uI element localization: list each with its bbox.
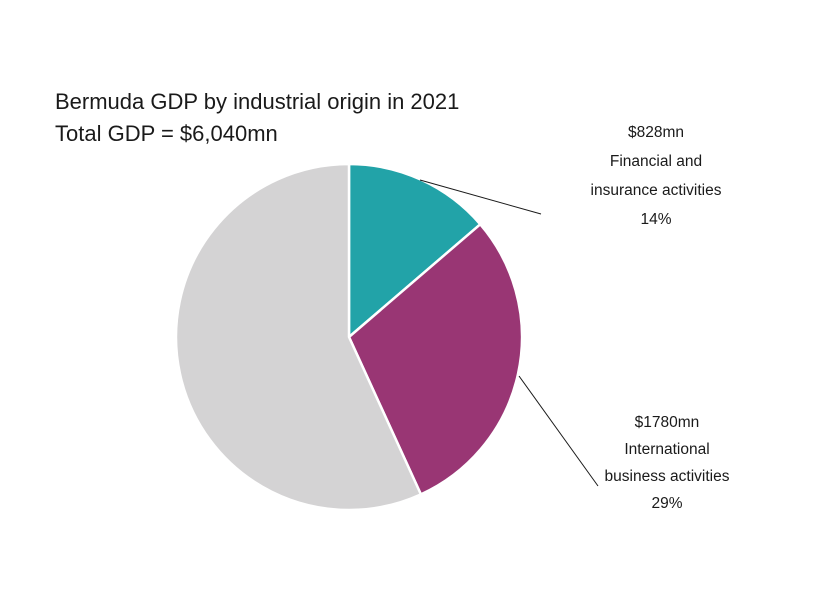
slice-data-label: 29%	[651, 495, 682, 512]
slice-data-label: 14%	[640, 211, 671, 228]
pie-slices	[174, 162, 524, 512]
chart-subtitle-text: Total GDP = $6,040mn	[55, 121, 278, 146]
pie-slice-other	[174, 162, 423, 512]
chart-title: Bermuda GDP by industrial origin in 2021…	[55, 89, 459, 146]
pie-slice-international-business-activities	[347, 223, 524, 496]
pie-slice-financial-and-insurance-activities	[347, 162, 482, 339]
slice-data-label: International	[624, 441, 709, 458]
chart-title-text: Bermuda GDP by industrial origin in 2021	[55, 89, 459, 114]
slice-data-label: $828mn	[628, 124, 684, 141]
slice-data-label: insurance activities	[591, 182, 722, 199]
leader-line	[518, 375, 599, 487]
leader-line	[419, 179, 542, 215]
slice-labels: $828mn Financial and insurance activities 1…	[591, 124, 730, 512]
leader-lines	[419, 179, 599, 487]
slice-data-label: business activities	[605, 468, 730, 485]
slice-data-label: Financial and	[610, 153, 702, 170]
slice-data-label: $1780mn	[635, 414, 700, 431]
